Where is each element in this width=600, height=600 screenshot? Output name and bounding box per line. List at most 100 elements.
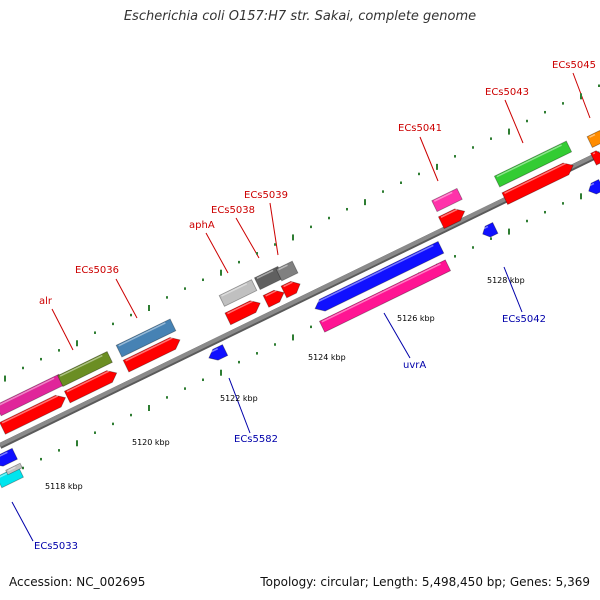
gene-box-grey-ECs5039[interactable] <box>275 260 299 282</box>
reverse-cds-blue-uvrA-highlight <box>314 244 434 304</box>
leader-line-aphA <box>205 232 229 274</box>
leader-line-alr <box>51 308 74 351</box>
cds-arrow-red-highlight <box>1 395 59 424</box>
gene-label-aphA[interactable]: aphA <box>189 220 215 231</box>
gene-box-orange-ECs5045-highlight <box>589 133 596 138</box>
cds-arrow-red-body <box>224 300 261 326</box>
genome-summary-text: Topology: circular; Length: 5,498,450 bp… <box>260 575 590 589</box>
reverse-cds-blue-highlight <box>482 225 489 230</box>
gene-box-olive-alr[interactable] <box>57 351 113 387</box>
leader-line-ECs5042 <box>503 266 523 313</box>
gene-box-pink-ECs5041-body <box>431 187 463 213</box>
gene-box-orange-ECs5045[interactable] <box>586 130 600 148</box>
gene-label-ECs5042[interactable]: ECs5042 <box>502 314 546 325</box>
tick-label: 5126 kbp <box>397 314 435 323</box>
leader-line-uvrA <box>383 312 411 359</box>
gene-label-ECs5038[interactable]: ECs5038 <box>211 205 255 216</box>
cds-arrow-red[interactable] <box>501 159 576 206</box>
reverse-cds-blue-uvrA[interactable] <box>312 240 445 314</box>
cds-arrow-red[interactable] <box>280 278 303 299</box>
reverse-cds-blue[interactable] <box>206 344 229 364</box>
gene-box-pink-ECs5041[interactable] <box>431 187 463 213</box>
cds-arrow-red-body <box>0 394 67 435</box>
gene-box-darkgrey-ECs5038-highlight <box>256 269 274 280</box>
cds-arrow-red[interactable] <box>262 287 287 308</box>
reverse-cds-blue-highlight <box>0 451 8 461</box>
backbone-line <box>0 151 600 447</box>
cds-arrow-red[interactable] <box>63 367 119 404</box>
tick-label: 5124 kbp <box>308 353 346 362</box>
cds-arrow-red[interactable] <box>437 205 467 230</box>
gene-box-olive-alr-body <box>57 351 113 387</box>
accession-text: Accession: NC_002695 <box>9 575 146 589</box>
reverse-cds-blue-body <box>0 447 18 467</box>
cds-arrow-red-body <box>63 370 118 404</box>
cds-arrow-red[interactable] <box>122 334 183 373</box>
gene-box-steelblue-ECs5036-body <box>115 318 177 358</box>
reverse-cds-blue[interactable] <box>480 222 499 240</box>
gene-box-grey-small-body <box>5 462 23 476</box>
gene-features <box>0 130 600 489</box>
gene-label-ECs5582[interactable]: ECs5582 <box>234 434 278 445</box>
leader-line-ECs5033 <box>11 501 34 542</box>
genome-backbone <box>0 151 600 449</box>
gene-label-alr[interactable]: alr <box>39 296 53 307</box>
reverse-cds-blue-highlight <box>588 182 595 187</box>
reverse-cds-blue[interactable] <box>0 447 18 469</box>
reverse-cds-blue-body <box>588 179 600 195</box>
label-leader-lines <box>11 72 591 542</box>
gene-box-grey-ECs5039-body <box>275 260 299 282</box>
leader-line-ECs5036 <box>115 278 138 319</box>
cds-arrow-red-highlight <box>440 208 458 219</box>
gene-labels: 5118 kbp 5120 kbp 5122 kbp 5124 kbp 5126 kbp… <box>34 60 596 552</box>
cds-arrow-red-highlight <box>125 337 173 362</box>
cds-arrow-red-body <box>501 162 574 206</box>
tick-label: 5122 kbp <box>220 394 258 403</box>
leader-line-ECs5039 <box>269 202 279 256</box>
cds-arrow-red-highlight <box>227 300 253 315</box>
gene-label-ECs5039[interactable]: ECs5039 <box>244 190 288 201</box>
reverse-cds-blue-uvrA-body <box>314 240 445 312</box>
gene-box-magenta-uvrA-highlight <box>321 263 441 323</box>
gene-label-ECs5045[interactable]: ECs5045 <box>552 60 596 71</box>
leader-line-ECs5582 <box>228 377 251 434</box>
cds-arrow-red-body <box>437 208 466 230</box>
gene-box-grey-aphA[interactable] <box>218 279 258 307</box>
gene-box-steelblue-ECs5036[interactable] <box>115 318 177 358</box>
gene-box-pink-left-highlight <box>0 377 55 407</box>
gene-box-grey-aphA-body <box>218 279 258 307</box>
reverse-cds-blue[interactable] <box>586 179 600 197</box>
tick-label: 5120 kbp <box>132 438 170 447</box>
gene-box-green-ECs5043[interactable] <box>493 140 573 188</box>
tick-label: 5128 kbp <box>487 276 525 285</box>
gene-box-grey-small[interactable] <box>5 462 23 476</box>
gene-label-ECs5033[interactable]: ECs5033 <box>34 541 78 552</box>
gene-box-green-ECs5043-highlight <box>496 144 562 178</box>
cds-arrow-red-highlight <box>504 162 566 194</box>
gene-label-ECs5036[interactable]: ECs5036 <box>75 265 119 276</box>
gene-box-orange-ECs5045-body <box>586 130 600 148</box>
map-title: Escherichia coli O157:H7 str. Sakai, com… <box>123 9 477 24</box>
gene-box-magenta-uvrA-body <box>318 259 452 333</box>
gene-box-pink-ECs5041-highlight <box>433 191 453 202</box>
gene-box-steelblue-ECs5036-highlight <box>118 322 166 347</box>
tick-label: 5118 kbp <box>45 482 83 491</box>
gene-box-grey-ECs5039-highlight <box>278 264 288 271</box>
cds-arrow-red-highlight <box>283 281 293 288</box>
gene-label-ECs5043[interactable]: ECs5043 <box>485 87 529 98</box>
cds-arrow-red-body <box>280 280 301 299</box>
gene-box-green-ECs5043-body <box>493 140 573 188</box>
gene-label-ECs5041[interactable]: ECs5041 <box>398 123 442 134</box>
cds-arrow-red[interactable] <box>0 392 68 435</box>
gene-label-uvrA[interactable]: uvrA <box>403 360 426 371</box>
leader-line-ECs5041 <box>419 136 439 182</box>
cds-arrow-red-highlight <box>265 290 277 297</box>
cds-arrow-red[interactable] <box>224 297 263 326</box>
cds-arrow-red-highlight <box>592 152 596 155</box>
reverse-cds-blue-body <box>208 344 229 361</box>
reverse-cds-blue-body <box>482 222 499 238</box>
leader-line-ECs5043 <box>504 99 524 144</box>
gene-box-grey-small-highlight <box>7 466 16 472</box>
gene-box-magenta-uvrA[interactable] <box>318 259 452 333</box>
